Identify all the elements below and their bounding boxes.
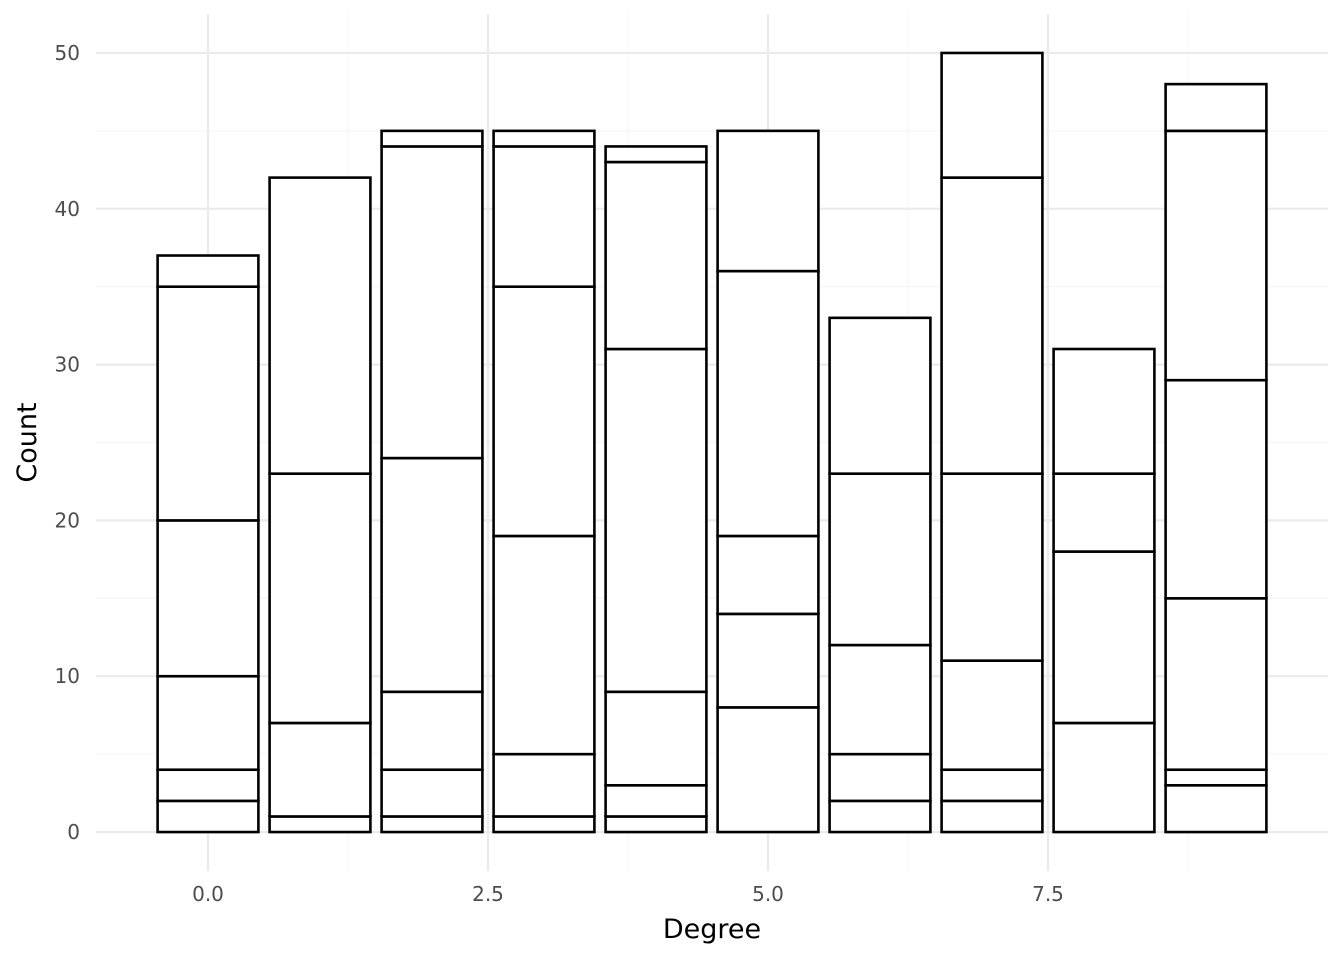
bar-segment	[492, 815, 596, 834]
bar-segment	[492, 285, 596, 538]
bar-stack	[492, 129, 596, 834]
bar-segment	[268, 176, 372, 475]
bar-segment	[604, 690, 708, 787]
bar-segment	[1164, 82, 1268, 133]
bar-segment	[156, 254, 260, 288]
bar-segment	[380, 456, 484, 694]
bar-segment	[156, 285, 260, 522]
y-tick-label: 40	[55, 197, 80, 221]
bar-segment	[1052, 550, 1156, 725]
bar-stack	[1052, 347, 1156, 834]
x-tick-label: 5.0	[752, 882, 784, 906]
bar-segment	[940, 659, 1044, 772]
bar-segment	[268, 472, 372, 725]
bar-segment	[492, 145, 596, 288]
bar-segment	[828, 799, 932, 834]
bar-segment	[940, 768, 1044, 803]
bar-segment	[828, 316, 932, 475]
x-axis-ticks: 0.0 2.5 5.0 7.5	[192, 882, 1064, 906]
bar-segment	[716, 269, 820, 538]
bar-segment	[1164, 768, 1268, 787]
bar-segment	[380, 129, 484, 148]
bar-stack	[940, 51, 1044, 834]
y-axis-ticks: 0 10 20 30 40 50	[55, 41, 80, 844]
bar-segment	[492, 129, 596, 148]
bar-segment	[380, 768, 484, 818]
bar-stack	[1164, 82, 1268, 834]
y-axis-title: Count	[12, 402, 43, 482]
x-tick-label: 7.5	[1032, 882, 1064, 906]
bar-segment	[1164, 378, 1268, 600]
bar-segment	[1164, 597, 1268, 772]
bar-segment	[604, 160, 708, 351]
bar-stack	[604, 145, 708, 834]
bar-segment	[380, 690, 484, 772]
bar-stack	[268, 176, 372, 834]
bar-stack	[828, 316, 932, 834]
bar-segment	[940, 472, 1044, 662]
bar-segment	[828, 643, 932, 756]
bar-segment	[716, 706, 820, 834]
y-tick-label: 0	[67, 820, 80, 844]
bar-segment	[156, 519, 260, 678]
bar-segment	[716, 534, 820, 616]
x-tick-label: 0.0	[192, 882, 224, 906]
bar-segment	[380, 815, 484, 834]
bar-segment	[492, 752, 596, 818]
x-tick-label: 2.5	[472, 882, 504, 906]
bar-stack	[156, 254, 260, 834]
bar-stack	[716, 129, 820, 834]
bar-segment	[604, 815, 708, 834]
bars	[156, 51, 1268, 834]
bar-segment	[156, 799, 260, 834]
bar-segment	[1164, 129, 1268, 382]
bar-segment	[940, 799, 1044, 834]
bar-stack	[380, 129, 484, 834]
y-tick-label: 30	[55, 353, 80, 377]
bar-segment	[1052, 721, 1156, 834]
bar-segment	[1052, 472, 1156, 553]
y-tick-label: 10	[55, 664, 80, 688]
bar-segment	[604, 783, 708, 818]
bar-segment	[716, 129, 820, 273]
bar-segment	[828, 752, 932, 803]
bar-segment	[940, 51, 1044, 179]
x-axis-title: Degree	[663, 914, 761, 945]
bar-segment	[604, 145, 708, 164]
bar-segment	[268, 815, 372, 834]
bar-segment	[492, 534, 596, 756]
bar-segment	[1052, 347, 1156, 475]
bar-segment	[940, 176, 1044, 475]
bar-segment	[1164, 783, 1268, 834]
bar-segment	[604, 347, 708, 694]
bar-segment	[156, 674, 260, 772]
bar-segment	[268, 721, 372, 818]
y-tick-label: 20	[55, 508, 80, 532]
bar-segment	[380, 145, 484, 460]
bar-segment	[716, 612, 820, 709]
bar-segment	[828, 472, 932, 647]
y-tick-label: 50	[55, 41, 80, 65]
bar-segment	[156, 768, 260, 803]
